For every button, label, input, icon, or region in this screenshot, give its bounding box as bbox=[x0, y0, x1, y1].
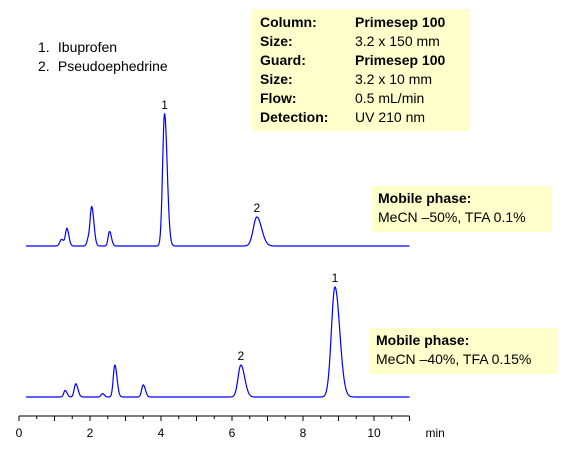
condition-row: Size: 3.2 x 10 mm bbox=[260, 71, 433, 87]
x-tick-label: 4 bbox=[158, 426, 165, 440]
x-tick-label: 0 bbox=[16, 426, 23, 440]
conditions-box: Column: Primesep 100 Size: 3.2 x 150 mm Gu… bbox=[252, 9, 469, 131]
legend-item-2: 2. Pseudoephedrine bbox=[38, 58, 168, 74]
x-axis-label: min bbox=[426, 426, 445, 440]
condition-row: Column: Primesep 100 bbox=[260, 14, 446, 30]
series-line-1 bbox=[26, 112, 410, 247]
x-tick-label: 2 bbox=[87, 426, 94, 440]
legend-item-1: 1. Ibuprofen bbox=[38, 39, 118, 55]
condition-row: Detection: UV 210 nm bbox=[260, 109, 426, 125]
x-tick-label: 6 bbox=[229, 426, 236, 440]
x-tick-label: 8 bbox=[300, 426, 307, 440]
peak-legend: 1. Ibuprofen 2. Pseudoephedrine bbox=[38, 38, 168, 76]
peak-label: 2 bbox=[238, 349, 245, 363]
peak-label: 1 bbox=[332, 271, 339, 285]
peak-label: 1 bbox=[161, 98, 168, 112]
x-tick-label: 10 bbox=[367, 426, 381, 440]
condition-row: Flow: 0.5 mL/min bbox=[260, 90, 425, 106]
series-line-2 bbox=[26, 286, 410, 398]
condition-row: Guard: Primesep 100 bbox=[260, 52, 446, 68]
mobile-phase-box-1: Mobile phase: MeCN –50%, TFA 0.1% bbox=[372, 186, 552, 232]
peak-label: 2 bbox=[254, 201, 261, 215]
mobile-phase-box-2: Mobile phase: MeCN –40%, TFA 0.15% bbox=[370, 328, 558, 374]
condition-row: Size: 3.2 x 150 mm bbox=[260, 33, 440, 49]
